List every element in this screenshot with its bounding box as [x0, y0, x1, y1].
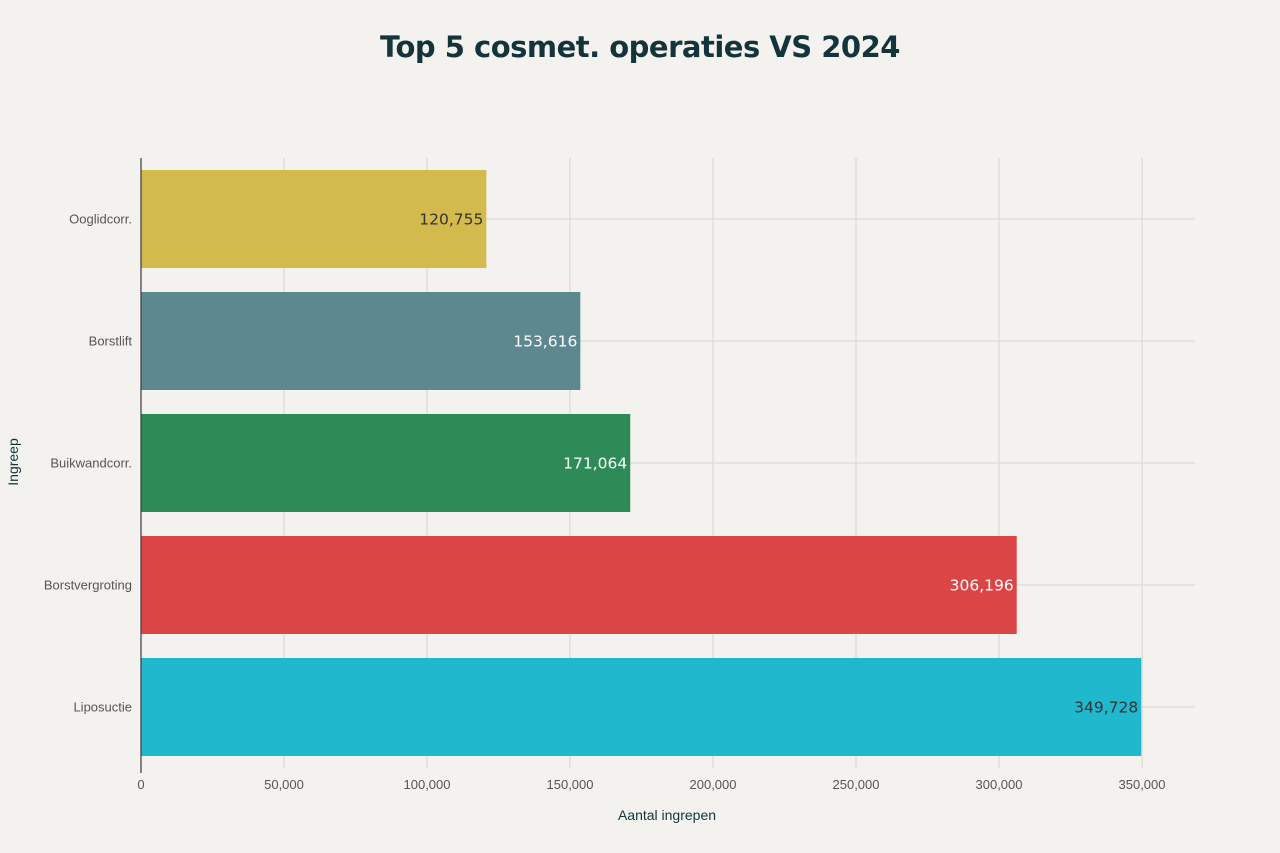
y-tick-label: Borstlift	[89, 334, 133, 349]
y-tick-label: Borstvergroting	[44, 578, 132, 593]
bar-value-label: 153,616	[513, 333, 577, 351]
bar-value-label: 306,196	[950, 577, 1014, 595]
y-axis-title: Ingreep	[5, 438, 21, 486]
bar	[141, 414, 631, 512]
bar	[141, 170, 487, 268]
x-tick-label: 250,000	[833, 777, 880, 792]
y-tick-label: Ooglidcorr.	[69, 212, 132, 227]
x-tick-label: 50,000	[264, 777, 304, 792]
x-tick-label: 100,000	[404, 777, 451, 792]
bar	[141, 292, 581, 390]
x-tick-label: 150,000	[547, 777, 594, 792]
bar-value-label: 120,755	[419, 211, 483, 229]
x-tick-label: 0	[137, 777, 144, 792]
x-tick-label: 350,000	[1119, 777, 1166, 792]
bar-value-label: 349,728	[1074, 699, 1138, 717]
x-axis-title: Aantal ingrepen	[618, 807, 716, 823]
chart-title: Top 5 cosmet. operaties VS 2024	[380, 30, 900, 64]
axis-layer: 0 50,000 100,000 150,000 200,000 250,000 300,0…	[44, 158, 1166, 792]
y-tick-label: Liposuctie	[73, 700, 132, 715]
x-tick-label: 200,000	[690, 777, 737, 792]
bar-layer: 120,755 153,616 171,064 306,196 349,728	[141, 170, 1142, 756]
y-tick-label: Buikwandcorr.	[50, 456, 132, 471]
bar	[141, 658, 1142, 756]
x-tick-label: 300,000	[976, 777, 1023, 792]
bar-value-label: 171,064	[563, 455, 627, 473]
bar	[141, 536, 1017, 634]
